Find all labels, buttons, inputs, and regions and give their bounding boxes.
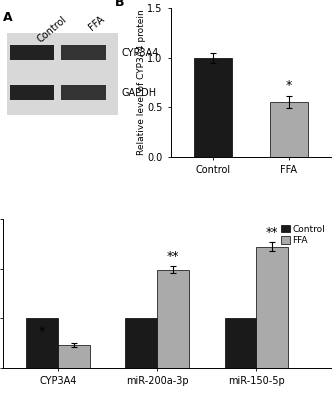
Bar	[256, 246, 288, 368]
Bar	[58, 345, 90, 368]
Bar	[224, 318, 256, 368]
Text: GAPDH: GAPDH	[122, 88, 157, 98]
Bar	[157, 270, 189, 368]
Legend: Control, FFA: Control, FFA	[280, 224, 326, 246]
Bar	[7, 33, 118, 115]
Text: FFA: FFA	[87, 14, 106, 32]
Bar	[125, 318, 157, 368]
Text: CYP3A4: CYP3A4	[122, 48, 159, 58]
Bar	[61, 85, 106, 100]
Bar	[194, 58, 232, 157]
Bar	[270, 102, 308, 157]
Text: **: **	[266, 226, 279, 239]
Bar	[26, 318, 58, 368]
Y-axis label: Relative level of CYP3A4 protein: Relative level of CYP3A4 protein	[137, 10, 146, 155]
Bar	[10, 85, 54, 100]
Text: A: A	[3, 11, 13, 24]
Text: **: **	[167, 250, 179, 263]
Text: *: *	[286, 79, 292, 92]
Bar	[10, 45, 54, 60]
Bar	[61, 45, 106, 60]
Text: B: B	[115, 0, 125, 9]
Text: *: *	[39, 325, 45, 338]
Text: Control: Control	[35, 14, 68, 44]
